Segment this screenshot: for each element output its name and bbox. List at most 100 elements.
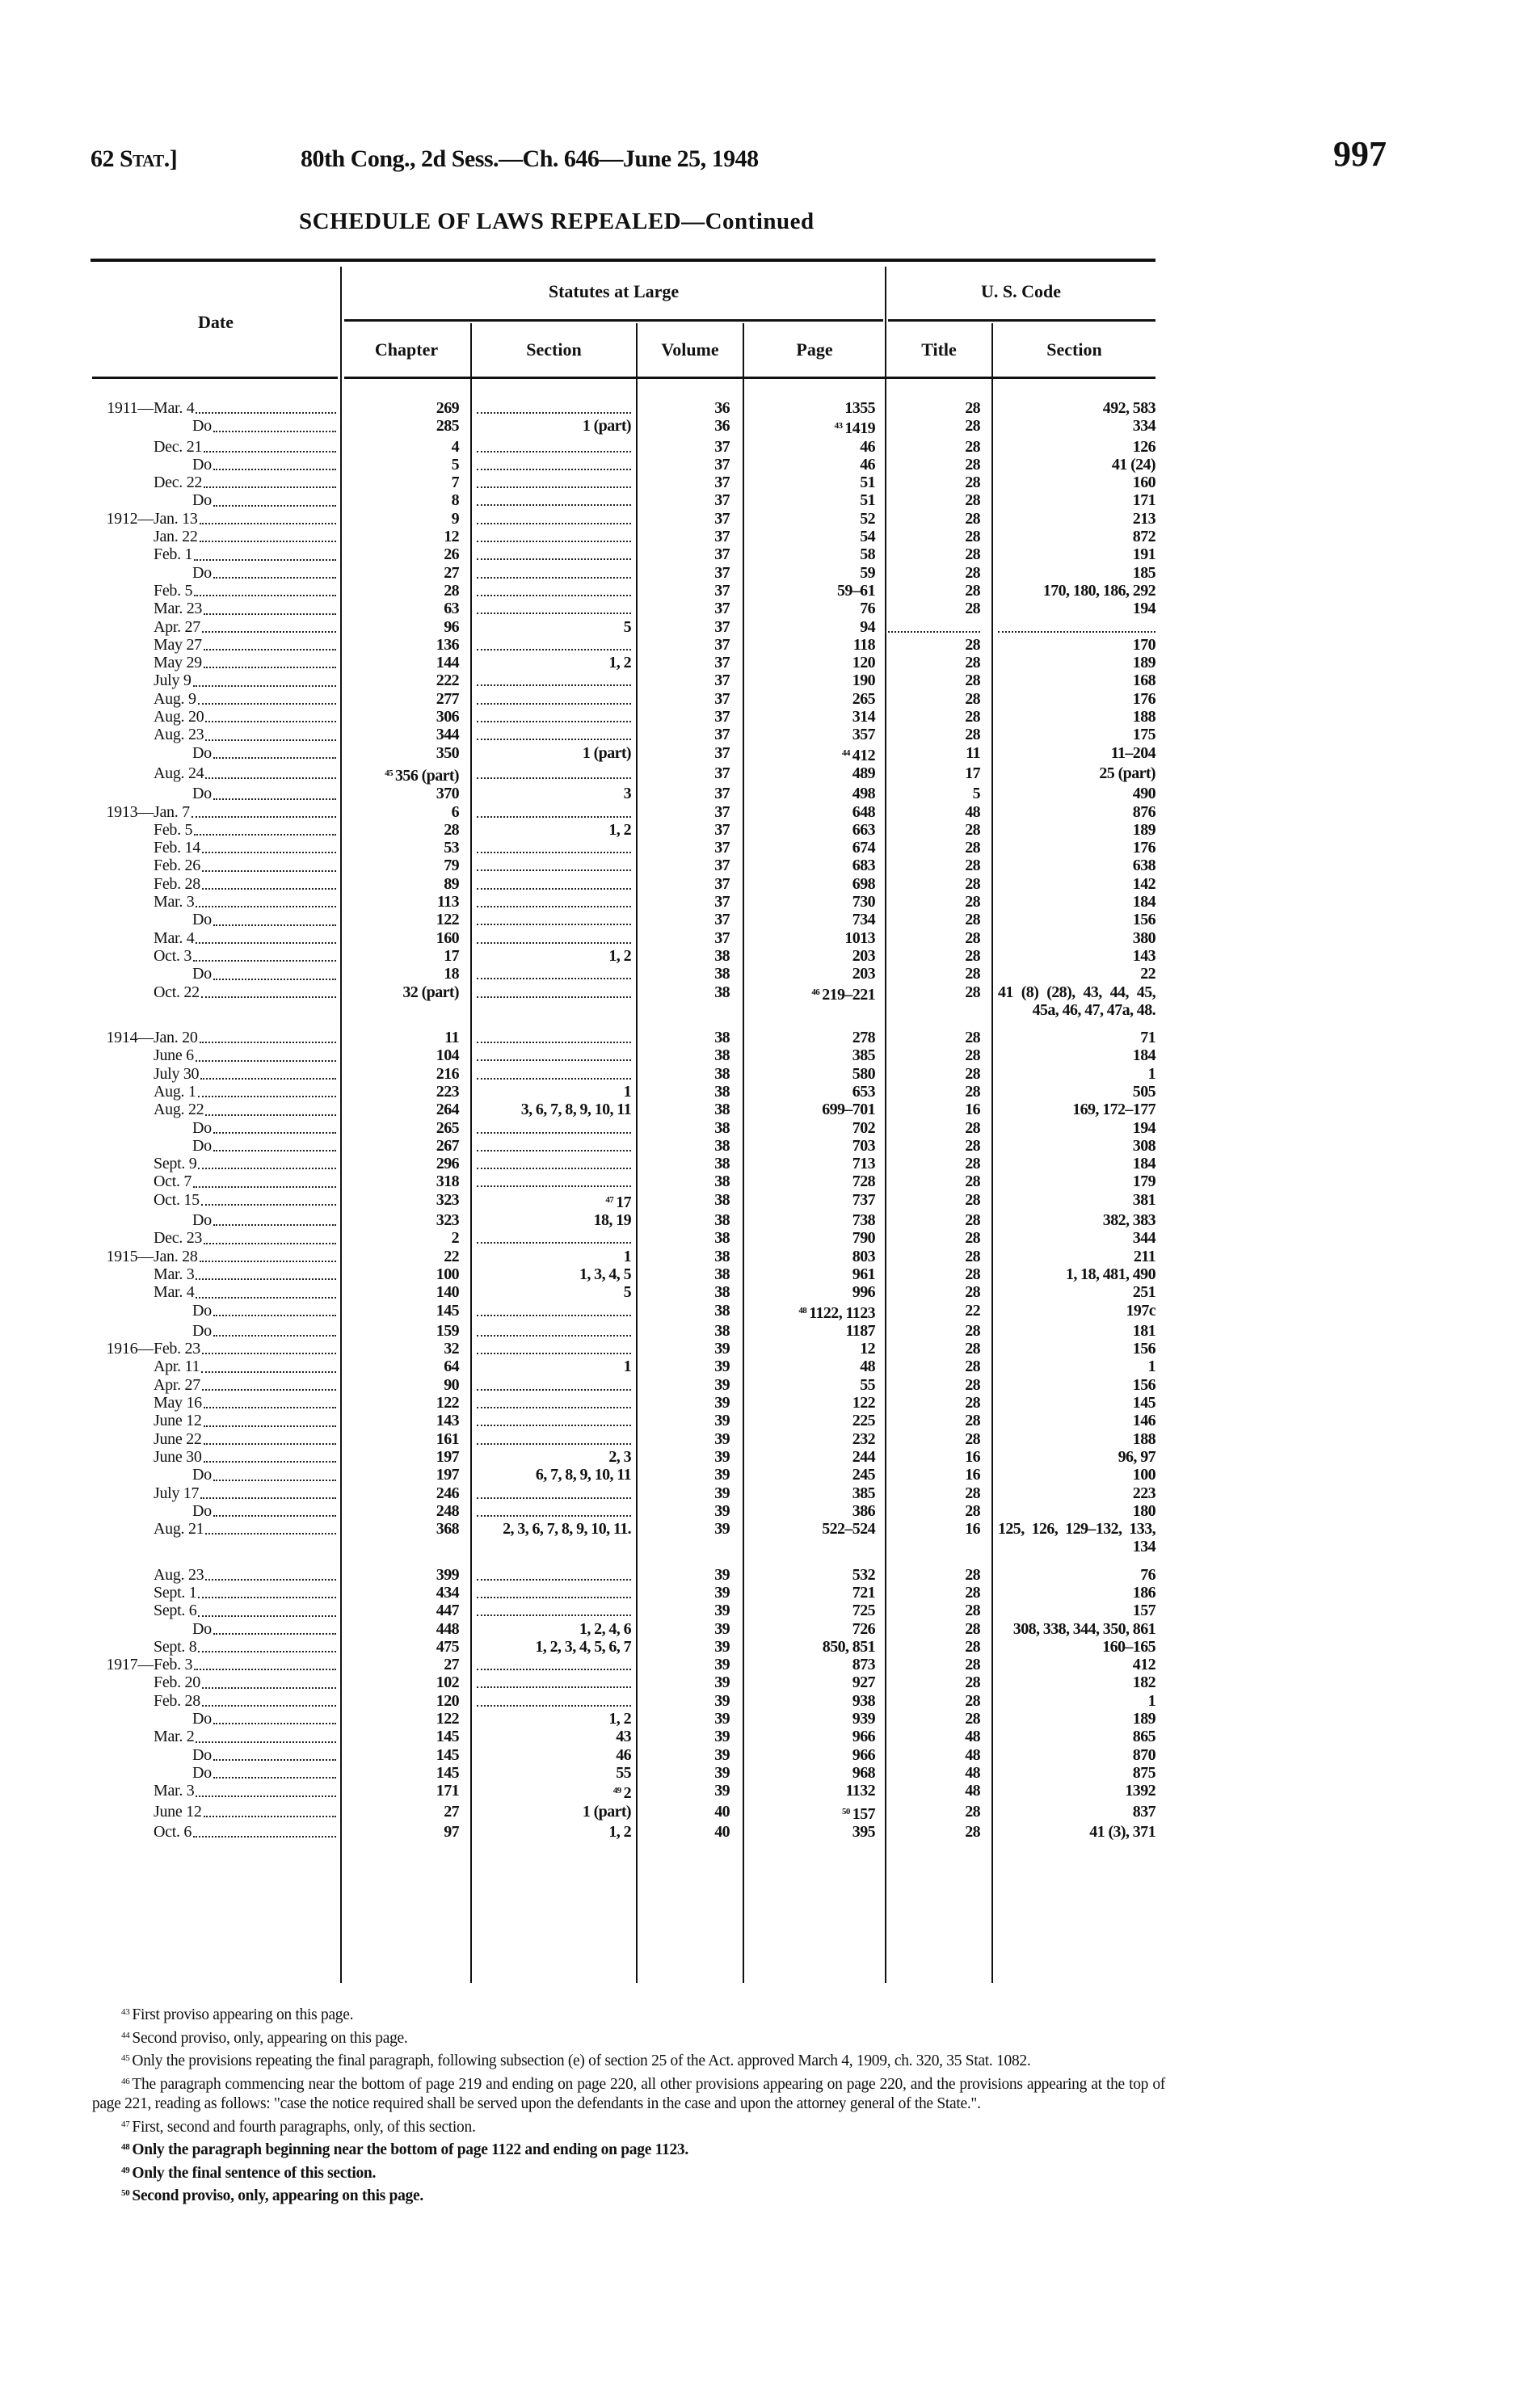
table-row: Dec. 23 2 38 790 28 344 — [92, 1229, 1156, 1248]
dot-leader — [477, 564, 631, 579]
table-row: Aug. 22 264 3, 6, 7, 8, 9, 10, 11 38 699–701… — [92, 1101, 1156, 1118]
volume-cell-value: 37 — [714, 528, 730, 546]
section-cell: 1, 2 — [470, 1710, 636, 1728]
date-label: Apr. 11 — [154, 1358, 200, 1376]
code-section-cell-value: 160–165 — [1102, 1637, 1155, 1656]
date-cell: Aug. 20 — [92, 708, 339, 726]
running-head-center: 80th Cong., 2d Sess.—Ch. 646—June 25, 19… — [301, 145, 759, 172]
year-dash: — — [137, 399, 154, 417]
code-section-cell-value: 381 — [1132, 1190, 1156, 1209]
title-cell: 28 — [885, 1340, 991, 1358]
title-cell: 28 — [885, 839, 991, 857]
date-cell: 1912— Jan. 13 — [92, 510, 339, 528]
dot-leader — [213, 798, 336, 800]
section-cell — [470, 1602, 636, 1617]
date-cell: Feb. 20 — [92, 1673, 339, 1691]
dot-leader — [203, 1461, 336, 1463]
code-section-cell: 381 — [991, 1190, 1156, 1209]
dot-leader — [199, 541, 336, 543]
code-section-cell: 188 — [991, 1430, 1156, 1448]
table-row: Do 18 38 203 28 22 — [92, 965, 1156, 983]
chapter-cell: 8 — [339, 491, 470, 509]
page-cell-value: 244 — [852, 1447, 876, 1466]
dot-leader — [204, 1242, 336, 1244]
table-row: 1915— Jan. 28 22 1 38 803 28 211 — [92, 1248, 1155, 1265]
date-label: Do — [192, 491, 212, 510]
volume-cell-value: 38 — [714, 1082, 730, 1101]
volume-cell-value: 37 — [714, 874, 730, 893]
dot-leader — [213, 430, 336, 432]
page-cell: 203 — [743, 965, 885, 983]
code-section-cell: 382, 383 — [991, 1211, 1156, 1229]
code-section-cell-value: 125, 126, 129–132, 133, 134 — [998, 1520, 1156, 1556]
title-cell: 28 — [885, 1248, 991, 1265]
year-dash: — — [137, 1656, 154, 1674]
title-cell-value: 28 — [965, 946, 980, 965]
chapter-cell-value: 197 — [436, 1447, 460, 1466]
page-cell: 118 — [743, 636, 885, 654]
volume-cell: 38 — [636, 1265, 743, 1283]
column-divider — [636, 323, 638, 1983]
section-cell — [470, 600, 636, 615]
footnote-ref: 47 — [605, 1194, 614, 1205]
year: 1912 — [106, 509, 138, 528]
dot-leader — [213, 1224, 336, 1227]
code-section-cell-value: 22 — [1140, 965, 1155, 983]
title-cell-value: 48 — [965, 1763, 980, 1782]
footnote-mark: 50 — [121, 2188, 130, 2198]
chapter-cell: 145 — [339, 1728, 470, 1745]
page-cell: 46 219–221 — [743, 983, 885, 1004]
date-cell: July 30 — [92, 1065, 339, 1083]
volume-cell-value: 37 — [714, 491, 730, 510]
title-cell: 16 — [885, 1520, 991, 1538]
date-label: Mar. 4 — [154, 399, 195, 417]
chapter-cell: 122 — [339, 1394, 470, 1412]
code-section-cell-value: 865 — [1132, 1728, 1156, 1746]
year-prefix: 1912— — [92, 510, 154, 528]
dot-leader — [196, 1795, 336, 1797]
section-cell-value: 2 — [623, 1784, 632, 1803]
volume-cell-value: 39 — [714, 1447, 730, 1466]
page-cell-value: 790 — [852, 1229, 876, 1248]
header-chapter: Chapter — [374, 339, 439, 360]
section-cell: 47 17 — [470, 1191, 636, 1211]
footnote-ref: 48 — [798, 1305, 807, 1316]
table-row: Do 8 37 51 28 171 — [92, 491, 1156, 510]
code-section-cell: 1, 18, 481, 490 — [991, 1265, 1156, 1283]
dot-leader — [213, 924, 336, 926]
dot-leader — [199, 523, 336, 525]
title-cell: 28 — [885, 1484, 991, 1502]
title-cell: 28 — [885, 399, 991, 417]
code-section-cell: 490 — [991, 785, 1156, 802]
footnote-mark: 47 — [121, 2119, 130, 2129]
code-section-cell: 25 (part) — [991, 764, 1155, 782]
date-label: June 22 — [154, 1429, 202, 1448]
table-row: Mar. 23 63 37 76 28 194 — [92, 600, 1156, 617]
chapter-cell-value: 475 — [436, 1637, 460, 1656]
table-row: Do 265 38 702 28 194 — [92, 1118, 1156, 1137]
chapter-cell: 64 — [339, 1358, 470, 1375]
volume-cell-value: 38 — [714, 1029, 730, 1047]
date-label: Oct. 6 — [154, 1822, 192, 1841]
title-cell: 28 — [885, 1566, 991, 1584]
chapter-cell: 113 — [339, 893, 470, 911]
section-cell — [470, 1065, 636, 1080]
title-cell: 28 — [885, 528, 991, 545]
date-label: Feb. 28 — [154, 1691, 200, 1710]
dot-leader — [477, 875, 631, 890]
chapter-cell: 197 — [339, 1466, 470, 1484]
page-cell-value: 737 — [852, 1190, 876, 1209]
dot-leader — [477, 1046, 631, 1062]
page-cell-value: 1132 — [845, 1782, 876, 1800]
dot-leader — [477, 726, 631, 741]
title-cell-value: 28 — [965, 654, 980, 672]
code-section-cell-value: 180 — [1132, 1501, 1156, 1520]
chapter-cell-value: 222 — [436, 671, 460, 690]
dot-leader — [192, 684, 336, 687]
chapter-cell-value: 265 — [436, 1118, 460, 1137]
dot-leader — [213, 469, 336, 471]
header-code-section: Section — [1046, 339, 1102, 360]
date-label: Do — [192, 1136, 212, 1155]
date-label: Jan. 7 — [154, 802, 190, 821]
table-row: Oct. 7 318 38 728 28 179 — [92, 1172, 1156, 1190]
